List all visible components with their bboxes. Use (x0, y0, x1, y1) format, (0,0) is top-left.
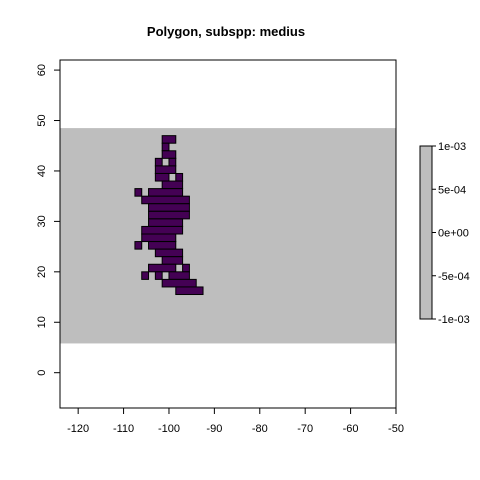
raster-cell (148, 203, 190, 212)
raster-cell (148, 210, 190, 220)
y-tick-label: 20 (36, 266, 48, 278)
raster-cell (154, 248, 184, 258)
x-tick-label: -60 (343, 423, 359, 435)
legend-tick-label: -1e-03 (438, 314, 470, 326)
raster-cell (148, 188, 184, 197)
raster-cell (134, 188, 143, 197)
y-tick-label: 40 (36, 165, 48, 177)
raster-cell (154, 165, 177, 174)
x-tick-label: -90 (206, 423, 222, 435)
chart-title: Polygon, subspp: medius (147, 24, 305, 39)
legend-tick-label: 1e-03 (438, 141, 466, 153)
raster-cell (168, 157, 177, 167)
raster-cell (154, 271, 163, 280)
y-tick-label: 50 (36, 114, 48, 126)
y-axis: 0 10 20 30 40 50 60 (36, 64, 61, 376)
legend-bar (419, 145, 433, 320)
raster-cell (161, 180, 184, 190)
band-background (60, 128, 396, 344)
x-axis: -120 -110 -100 -90 -80 -70 -60 -50 (67, 407, 404, 435)
raster-cell (148, 263, 177, 273)
raster-cells (134, 135, 204, 296)
x-tick-label: -70 (297, 423, 313, 435)
raster-cell (134, 241, 143, 250)
raster-cell (148, 241, 177, 250)
raster-cell (141, 271, 150, 280)
raster-cell (161, 150, 177, 159)
raster-cell (141, 195, 190, 205)
x-tick-label: -120 (67, 423, 89, 435)
color-legend: 1e-03 5e-04 0e+00 -5e-04 -1e-03 (419, 141, 470, 326)
raster-cell (175, 172, 184, 182)
raster-cell (141, 225, 184, 235)
raster-cell (161, 256, 184, 265)
raster-cell (154, 172, 170, 182)
raster-cell (161, 278, 197, 288)
y-tick-label: 0 (36, 370, 48, 376)
raster-cell (161, 142, 170, 152)
raster-cell (161, 135, 177, 144)
x-tick-label: -110 (113, 423, 134, 435)
x-tick-label: -100 (158, 423, 180, 435)
raster-cell (168, 271, 190, 280)
raster-cell (141, 233, 177, 243)
raster-cell (182, 263, 190, 273)
raster-cell (175, 286, 204, 296)
legend-tick-label: -5e-04 (438, 271, 470, 283)
y-tick-label: 60 (36, 64, 48, 76)
x-tick-label: -80 (252, 423, 268, 435)
y-tick-label: 10 (36, 316, 48, 328)
x-tick-label: -50 (388, 423, 404, 435)
raster-cell (154, 157, 163, 167)
legend-tick-label: 5e-04 (438, 184, 466, 196)
legend-tick-label: 0e+00 (438, 228, 469, 240)
y-tick-label: 30 (36, 215, 48, 227)
raster-cell (148, 218, 184, 227)
